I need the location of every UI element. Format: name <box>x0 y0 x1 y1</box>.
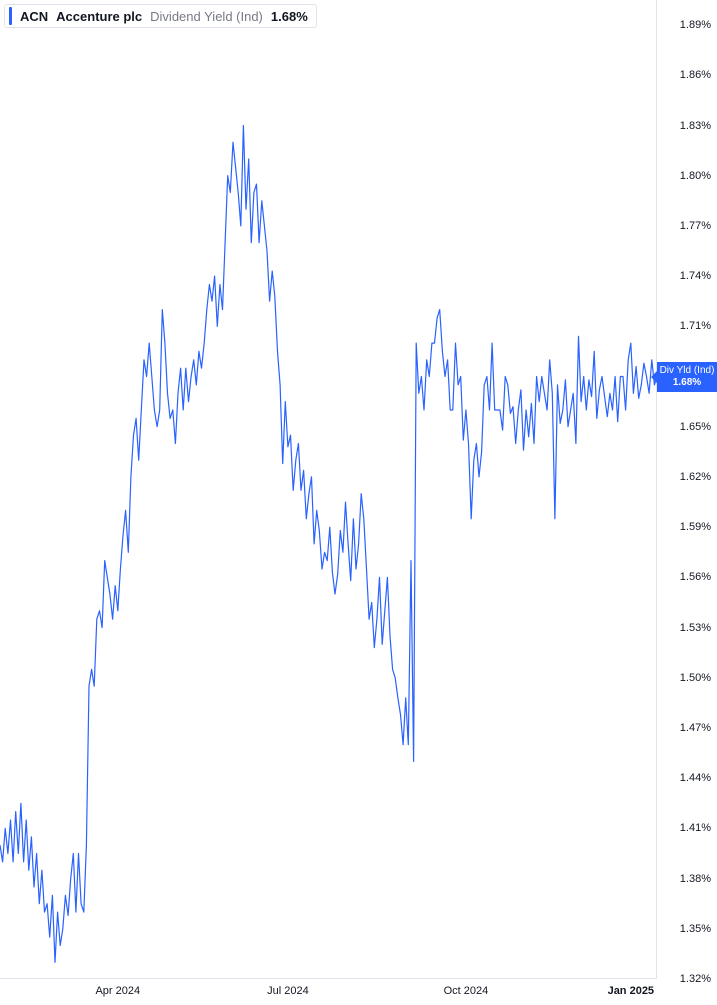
x-axis: Apr 2024 Jul 2024 Oct 2024 Jan 2025 <box>0 979 657 1005</box>
y-tick-label: 1.86% <box>680 69 711 81</box>
y-tick-label: 1.32% <box>680 973 711 985</box>
dividend-yield-line <box>0 126 657 963</box>
y-tick-label: 1.47% <box>680 722 711 734</box>
y-tick-label: 1.35% <box>680 923 711 935</box>
legend-ticker: ACN <box>20 9 48 24</box>
y-tick-label: 1.59% <box>680 521 711 533</box>
price-tag-value: 1.68% <box>659 377 715 389</box>
y-tick-label: 1.83% <box>680 120 711 132</box>
x-tick-label: Jan 2025 <box>608 985 654 997</box>
legend-value: 1.68% <box>271 9 308 24</box>
legend-company-name: Accenture plc <box>56 9 142 24</box>
y-tick-label: 1.62% <box>680 471 711 483</box>
y-tick-label: 1.44% <box>680 772 711 784</box>
y-tick-label: 1.89% <box>680 19 711 31</box>
y-tick-label: 1.80% <box>680 170 711 182</box>
current-value-tag: Div Yld (Ind) 1.68% <box>657 362 717 392</box>
y-tick-label: 1.41% <box>680 822 711 834</box>
x-tick-label: Jul 2024 <box>267 985 309 997</box>
y-tick-label: 1.77% <box>680 220 711 232</box>
y-tick-label: 1.71% <box>680 320 711 332</box>
y-tick-label: 1.50% <box>680 672 711 684</box>
y-axis: 1.32%1.35%1.38%1.41%1.44%1.47%1.50%1.53%… <box>657 0 717 979</box>
legend-color-bar <box>9 7 12 25</box>
price-tag-label: Div Yld (Ind) <box>659 365 715 377</box>
x-tick-label: Apr 2024 <box>95 985 140 997</box>
chart-plot-area[interactable] <box>0 0 657 979</box>
chart-line-svg <box>0 0 657 979</box>
y-tick-label: 1.65% <box>680 421 711 433</box>
legend-metric: Dividend Yield (Ind) <box>150 9 263 24</box>
y-tick-label: 1.38% <box>680 873 711 885</box>
y-tick-label: 1.53% <box>680 622 711 634</box>
chart-legend: ACN Accenture plc Dividend Yield (Ind) 1… <box>4 4 317 28</box>
y-tick-label: 1.56% <box>680 571 711 583</box>
x-tick-label: Oct 2024 <box>444 985 489 997</box>
y-tick-label: 1.74% <box>680 270 711 282</box>
